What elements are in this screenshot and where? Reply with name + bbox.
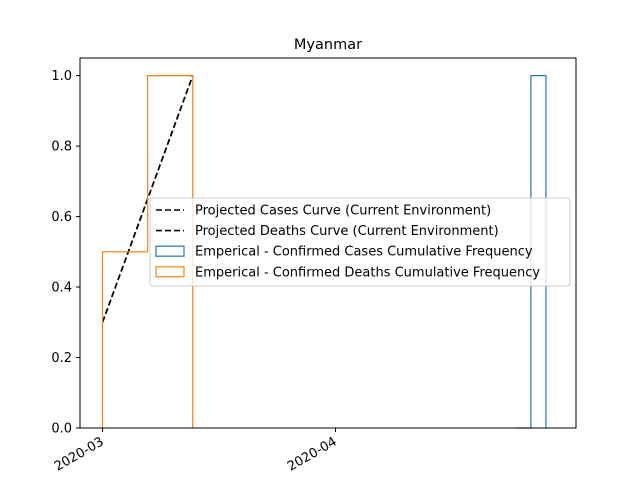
x-axis: 2020-03 2020-04 (52, 428, 340, 475)
legend-label: Emperical - Confirmed Deaths Cumulative … (195, 265, 540, 280)
legend-label: Emperical - Confirmed Cases Cumulative F… (195, 245, 533, 260)
histogram-series-3 (101, 75, 194, 428)
plot-frame (79, 57, 577, 429)
x-tick-label: 2020-03 (52, 434, 107, 474)
y-tick-label: 0.4 (51, 281, 72, 296)
y-axis: 0.0 0.2 0.4 0.6 0.8 1.0 (51, 69, 80, 437)
y-tick-label: 0.2 (51, 351, 72, 366)
legend-items: Projected Cases Curve (Current Environme… (155, 204, 540, 280)
legend-swatch (155, 245, 185, 257)
legend-box (149, 197, 571, 287)
legend-label: Projected Cases Curve (Current Environme… (195, 204, 491, 219)
x-tick-label: 2020-04 (285, 434, 340, 474)
legend-label: Projected Deaths Curve (Current Environm… (195, 224, 499, 239)
y-tick-label: 0.0 (51, 422, 72, 437)
chart-title: Myanmar (294, 37, 362, 53)
legend: Projected Cases Curve (Current Environme… (149, 197, 571, 287)
legend-swatch (155, 266, 185, 278)
y-tick-label: 1.0 (51, 69, 72, 84)
y-tick-label: 0.6 (51, 210, 72, 225)
y-tick-label: 0.8 (51, 140, 72, 155)
